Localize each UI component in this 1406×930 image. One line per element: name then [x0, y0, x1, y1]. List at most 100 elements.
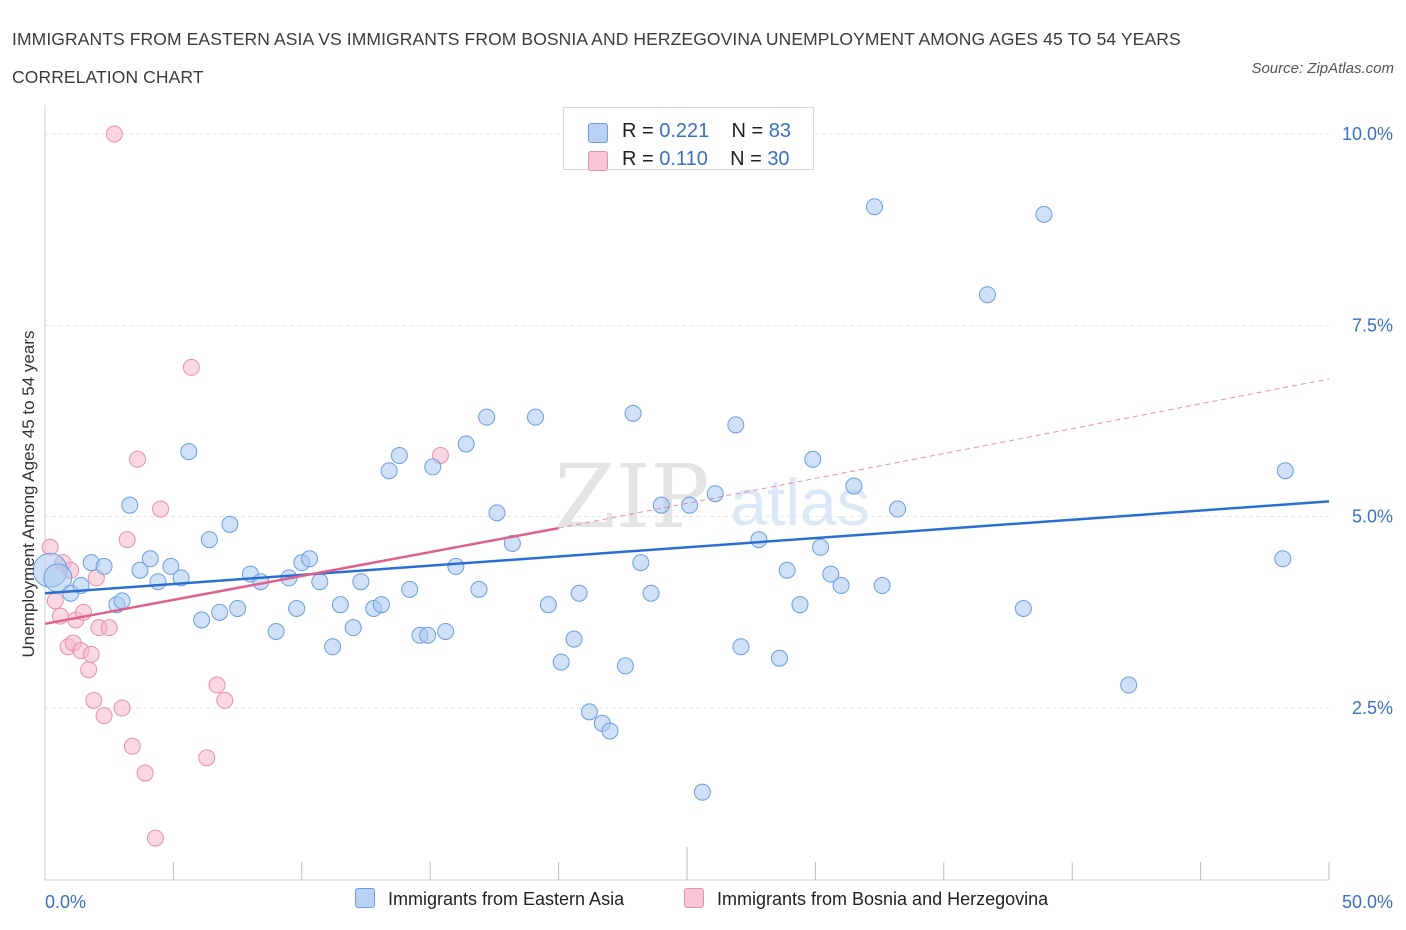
data-point-eastern-asia — [401, 580, 419, 598]
legend-label-bosnia: Immigrants from Bosnia and Herzegovina — [717, 889, 1049, 909]
data-point-eastern-asia — [131, 561, 149, 579]
data-point-eastern-asia — [580, 703, 598, 721]
legend-r-value-2: 0.110 — [659, 148, 708, 170]
data-point-bosnia — [208, 676, 226, 694]
data-point-eastern-asia — [804, 450, 822, 468]
legend-r-label: R = — [622, 120, 654, 142]
x-tick-label: 0.0% — [45, 892, 86, 912]
legend-n-label: N = — [731, 120, 764, 142]
data-point-eastern-asia — [1014, 600, 1032, 618]
y-tick-label: 10.0% — [1342, 124, 1393, 144]
data-point-eastern-asia — [845, 477, 863, 495]
data-point-eastern-asia — [478, 408, 496, 426]
data-point-eastern-asia — [727, 416, 745, 434]
data-point-eastern-asia — [812, 538, 830, 556]
data-point-bosnia — [118, 531, 136, 549]
grid-lines — [45, 133, 1329, 709]
data-point-eastern-asia — [565, 630, 583, 648]
y-axis-label: Unemployment Among Ages 45 to 54 years — [19, 331, 38, 658]
data-point-eastern-asia — [113, 592, 131, 610]
x-tick-label: 50.0% — [1342, 892, 1393, 912]
data-point-eastern-asia — [352, 573, 370, 591]
trend-line-bosnia — [44, 526, 559, 626]
trend-line-bosnia-extended — [558, 378, 1330, 529]
data-point-eastern-asia — [865, 198, 883, 216]
eastern-asia-points — [32, 198, 1294, 801]
data-point-eastern-asia — [162, 557, 180, 575]
data-point-eastern-asia — [229, 600, 247, 618]
data-point-eastern-asia — [706, 485, 724, 503]
data-point-eastern-asia — [601, 722, 619, 740]
data-point-eastern-asia — [616, 657, 634, 675]
legend-r-label: R = — [622, 148, 654, 170]
data-point-eastern-asia — [1035, 205, 1053, 223]
data-point-eastern-asia — [624, 404, 642, 422]
data-point-bosnia — [136, 764, 154, 782]
data-point-eastern-asia — [424, 458, 442, 476]
data-point-eastern-asia — [832, 577, 850, 595]
data-point-eastern-asia — [200, 531, 218, 549]
data-point-eastern-asia — [221, 515, 239, 533]
data-point-eastern-asia — [681, 496, 699, 514]
data-point-eastern-asia — [149, 573, 167, 591]
data-point-eastern-asia — [1276, 462, 1294, 480]
legend-swatch-blue — [588, 123, 608, 143]
data-point-eastern-asia — [1120, 676, 1138, 694]
data-point-eastern-asia — [652, 496, 670, 514]
data-point-eastern-asia — [778, 561, 796, 579]
correlation-legend: R = 0.221 N = 83 R = 0.110 N = 30 — [563, 107, 814, 171]
legend-swatch-pink — [684, 888, 704, 908]
data-point-eastern-asia — [539, 596, 557, 614]
data-point-eastern-asia — [457, 435, 475, 453]
data-point-bosnia — [105, 125, 123, 143]
data-point-eastern-asia — [632, 554, 650, 572]
data-point-bosnia — [95, 707, 113, 725]
data-point-eastern-asia — [344, 619, 362, 637]
data-point-eastern-asia — [470, 580, 488, 598]
data-point-eastern-asia — [978, 286, 996, 304]
legend-label-eastern-asia: Immigrants from Eastern Asia — [388, 889, 625, 909]
data-point-eastern-asia — [889, 500, 907, 518]
y-tick-label: 2.5% — [1352, 698, 1393, 718]
data-point-bosnia — [128, 450, 146, 468]
data-point-bosnia — [100, 619, 118, 637]
data-point-eastern-asia — [437, 622, 455, 640]
data-point-eastern-asia — [121, 496, 139, 514]
data-point-eastern-asia — [172, 569, 190, 587]
data-point-eastern-asia — [822, 565, 840, 583]
data-point-eastern-asia — [372, 596, 390, 614]
data-point-eastern-asia — [419, 626, 437, 644]
data-point-bosnia — [123, 737, 141, 755]
data-point-eastern-asia — [331, 596, 349, 614]
trend-lines — [44, 378, 1330, 626]
data-point-eastern-asia — [488, 504, 506, 522]
data-point-bosnia — [216, 691, 234, 709]
bosnia-points — [41, 125, 449, 847]
data-point-eastern-asia — [447, 557, 465, 575]
legend-n-value-2: 30 — [767, 148, 790, 170]
legend-n-value-1: 83 — [768, 120, 792, 142]
data-point-eastern-asia — [380, 462, 398, 480]
data-point-bosnia — [46, 592, 64, 610]
bottom-legend-bosnia: Immigrants from Bosnia and Herzegovina — [684, 888, 1048, 910]
data-point-bosnia — [82, 645, 100, 663]
data-point-eastern-asia — [301, 550, 319, 568]
legend-r-value-1: 0.221 — [659, 120, 710, 142]
data-point-eastern-asia — [180, 443, 198, 461]
watermark-zip: ZIP — [554, 445, 709, 548]
axes — [44, 105, 1330, 881]
tick-labels: 2.5% 5.0% 7.5% 10.0% 0.0% 50.0% — [45, 124, 1393, 912]
data-point-eastern-asia — [324, 638, 342, 656]
trend-line-eastern-asia — [44, 500, 1330, 595]
data-point-eastern-asia — [311, 573, 329, 591]
data-point-eastern-asia — [770, 649, 788, 667]
source-credit: Source: ZipAtlas.com — [1251, 60, 1394, 77]
legend-swatch-pink — [588, 151, 608, 171]
data-point-bosnia — [146, 829, 164, 847]
data-point-eastern-asia — [193, 611, 211, 629]
data-point-eastern-asia — [288, 600, 306, 618]
data-point-bosnia — [113, 699, 131, 717]
data-point-eastern-asia — [390, 446, 408, 464]
chart-title: IMMIGRANTS FROM EASTERN ASIA VS IMMIGRAN… — [12, 29, 1181, 87]
bottom-legend-eastern-asia: Immigrants from Eastern Asia — [355, 888, 624, 910]
